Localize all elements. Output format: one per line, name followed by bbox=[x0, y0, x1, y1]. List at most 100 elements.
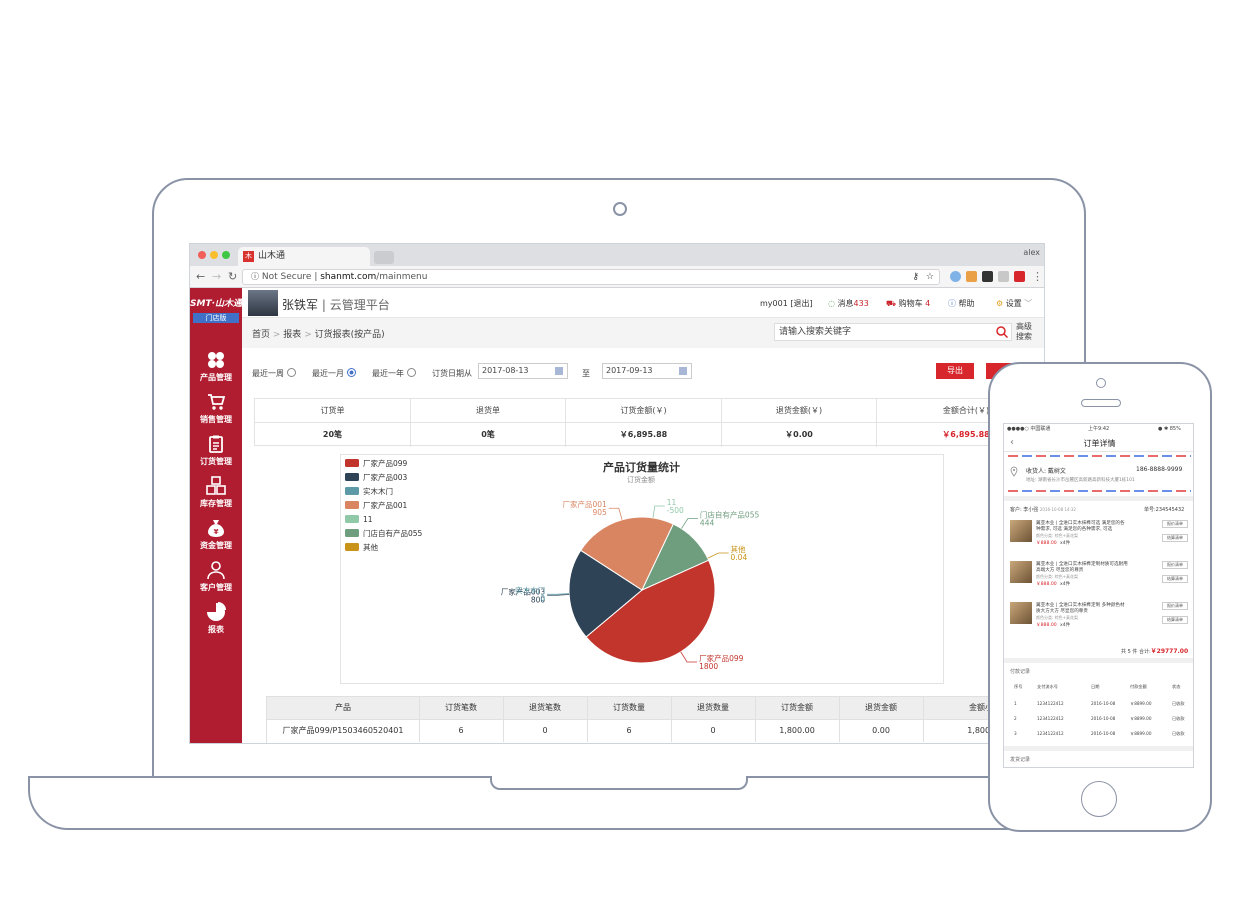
quote-list-button[interactable]: 报价清单 bbox=[1162, 561, 1188, 569]
cart-link[interactable]: ⛟ 购物车 4 bbox=[886, 298, 930, 309]
messages-link[interactable]: ◌ 消息433 bbox=[828, 298, 869, 309]
phone-camera bbox=[1096, 378, 1106, 388]
legend-label[interactable]: 实木木门 bbox=[363, 486, 393, 496]
sidebar-item-reports[interactable]: 报表 bbox=[190, 602, 242, 635]
settings-label: 设置 bbox=[1005, 299, 1022, 308]
summary-cell: 金额合计(￥) ￥6,895.88 bbox=[877, 399, 1044, 447]
help-link[interactable]: ⓘ 帮助 bbox=[948, 298, 975, 309]
info-icon[interactable]: ⓘ bbox=[251, 272, 259, 281]
radio-year[interactable] bbox=[407, 368, 416, 377]
reload-icon[interactable]: ↻ bbox=[228, 270, 238, 283]
legend-label[interactable]: 厂家产品099 bbox=[363, 458, 408, 468]
filter-week[interactable]: 最近一周 bbox=[252, 368, 296, 379]
sidebar-item-sales[interactable]: 销售管理 bbox=[190, 392, 242, 425]
slice-name-label: 其他 bbox=[731, 544, 747, 554]
settings-link[interactable]: ⚙ 设置 ﹀ bbox=[996, 298, 1032, 309]
advanced-search-button[interactable]: 高级 搜索 bbox=[1016, 322, 1032, 342]
breadcrumb-reports[interactable]: 报表 bbox=[283, 330, 302, 340]
browser-user[interactable]: alex bbox=[1023, 248, 1040, 257]
sidebar-item-customers[interactable]: 客户管理 bbox=[190, 560, 242, 593]
breadcrumb-home[interactable]: 首页 bbox=[252, 330, 271, 340]
legend-swatch[interactable] bbox=[345, 459, 359, 467]
star-icon[interactable]: ☆ bbox=[925, 272, 934, 282]
extension-icon[interactable] bbox=[998, 271, 1009, 282]
legend-label[interactable]: 门店自有产品055 bbox=[363, 528, 423, 538]
leader-line bbox=[547, 593, 570, 595]
sidebar-item-products[interactable]: 产品管理 bbox=[190, 350, 242, 383]
receiver-name: 收货人: 戴树文 bbox=[1026, 468, 1066, 475]
sidebar-item-finance[interactable]: ¥ 资金管理 bbox=[190, 518, 242, 551]
filter-year[interactable]: 最近一年 bbox=[372, 368, 416, 379]
item-meta: 颜色分类: 棕色+真花梨 bbox=[1036, 615, 1078, 620]
legend-swatch[interactable] bbox=[345, 487, 359, 495]
legend-swatch[interactable] bbox=[345, 473, 359, 481]
legend-label[interactable]: 厂家产品003 bbox=[363, 472, 408, 482]
address-bar[interactable]: ⓘ Not Secure | shanmt.com/mainmenu ⚷ ☆ bbox=[242, 269, 940, 285]
summary-header: 订货金额(￥) bbox=[566, 399, 721, 423]
table-cell: 1,800.00 bbox=[779, 726, 815, 735]
browser-tab[interactable]: 木 山木通 bbox=[238, 247, 370, 266]
radio-month[interactable] bbox=[347, 368, 356, 377]
maximize-dot-icon[interactable] bbox=[222, 251, 230, 259]
pie-slice[interactable] bbox=[640, 523, 710, 592]
settlement-list-button[interactable]: 结算清单 bbox=[1162, 616, 1188, 624]
extension-icon[interactable] bbox=[1014, 271, 1025, 282]
legend-label[interactable]: 其他 bbox=[363, 542, 378, 552]
column-divider bbox=[755, 697, 756, 719]
legend-swatch[interactable] bbox=[345, 515, 359, 523]
key-icon[interactable]: ⚷ bbox=[912, 272, 919, 282]
clock: 上午9:42 bbox=[1088, 426, 1110, 432]
summary-value: ￥6,895.88 bbox=[619, 430, 668, 439]
payment-cell: 2 bbox=[1014, 716, 1017, 721]
table-row[interactable]: 厂家产品099/P1503460520401 6 0 6 0 1,800.00 0.00 1,… bbox=[266, 720, 1044, 743]
item-quantity: x4件 bbox=[1060, 541, 1071, 546]
close-dot-icon[interactable] bbox=[198, 251, 206, 259]
legend-label[interactable]: 厂家产品001 bbox=[363, 500, 408, 510]
laptop-notch bbox=[490, 776, 748, 790]
extension-icon[interactable] bbox=[966, 271, 977, 282]
radio-week[interactable] bbox=[287, 368, 296, 377]
laptop-camera bbox=[613, 202, 627, 216]
tab-favicon-icon: 木 bbox=[243, 251, 254, 262]
new-tab-button[interactable] bbox=[374, 251, 394, 264]
pie-slice[interactable] bbox=[585, 559, 716, 664]
quote-list-button[interactable]: 报价清单 bbox=[1162, 520, 1188, 528]
back-arrow-icon[interactable]: ← bbox=[196, 270, 206, 283]
back-chevron-icon[interactable]: ‹ bbox=[1010, 437, 1014, 448]
menu-dots-icon[interactable]: ⋮ bbox=[1032, 270, 1043, 283]
user-menu[interactable]: my001 [退出] bbox=[760, 298, 813, 309]
logout-link[interactable]: [退出] bbox=[790, 299, 813, 308]
column-divider bbox=[839, 697, 840, 719]
settlement-list-button[interactable]: 结算清单 bbox=[1162, 575, 1188, 583]
sidebar-item-inventory[interactable]: 库存管理 bbox=[190, 476, 242, 509]
summary-header: 退货金额(￥) bbox=[722, 399, 876, 423]
payment-header: 序号 bbox=[1014, 684, 1023, 689]
search-icon[interactable] bbox=[996, 326, 1008, 338]
legend-swatch[interactable] bbox=[345, 529, 359, 537]
date-from-input[interactable]: 2017-08-13 bbox=[478, 363, 568, 379]
table-cell: 6 bbox=[458, 726, 464, 735]
settlement-list-button[interactable]: 结算清单 bbox=[1162, 534, 1188, 542]
sidebar-item-orders[interactable]: 订货管理 bbox=[190, 434, 242, 467]
leader-line bbox=[652, 505, 665, 518]
extension-icon[interactable] bbox=[982, 271, 993, 282]
pie-slice[interactable] bbox=[568, 549, 643, 638]
search-input[interactable]: 请输入搜索关键字 bbox=[774, 323, 1012, 341]
extension-icon[interactable] bbox=[950, 271, 961, 282]
column-divider bbox=[671, 720, 672, 742]
platform-name: | 云管理平台 bbox=[321, 298, 390, 312]
legend-label[interactable]: 11 bbox=[363, 515, 373, 524]
leader-line bbox=[680, 651, 698, 663]
legend-swatch[interactable] bbox=[345, 501, 359, 509]
quote-list-button[interactable]: 报价清单 bbox=[1162, 602, 1188, 610]
phone-home-button[interactable] bbox=[1081, 781, 1117, 817]
forward-arrow-icon[interactable]: → bbox=[212, 270, 222, 283]
date-to-input[interactable]: 2017-09-13 bbox=[602, 363, 692, 379]
calendar-icon[interactable] bbox=[679, 367, 687, 375]
item-name-line2: 质大方大方 尽显您的尊贵 bbox=[1036, 609, 1088, 614]
calendar-icon[interactable] bbox=[555, 367, 563, 375]
legend-swatch[interactable] bbox=[345, 543, 359, 551]
filter-month[interactable]: 最近一月 bbox=[312, 368, 356, 379]
export-button[interactable]: 导出 bbox=[936, 363, 974, 379]
minimize-dot-icon[interactable] bbox=[210, 251, 218, 259]
